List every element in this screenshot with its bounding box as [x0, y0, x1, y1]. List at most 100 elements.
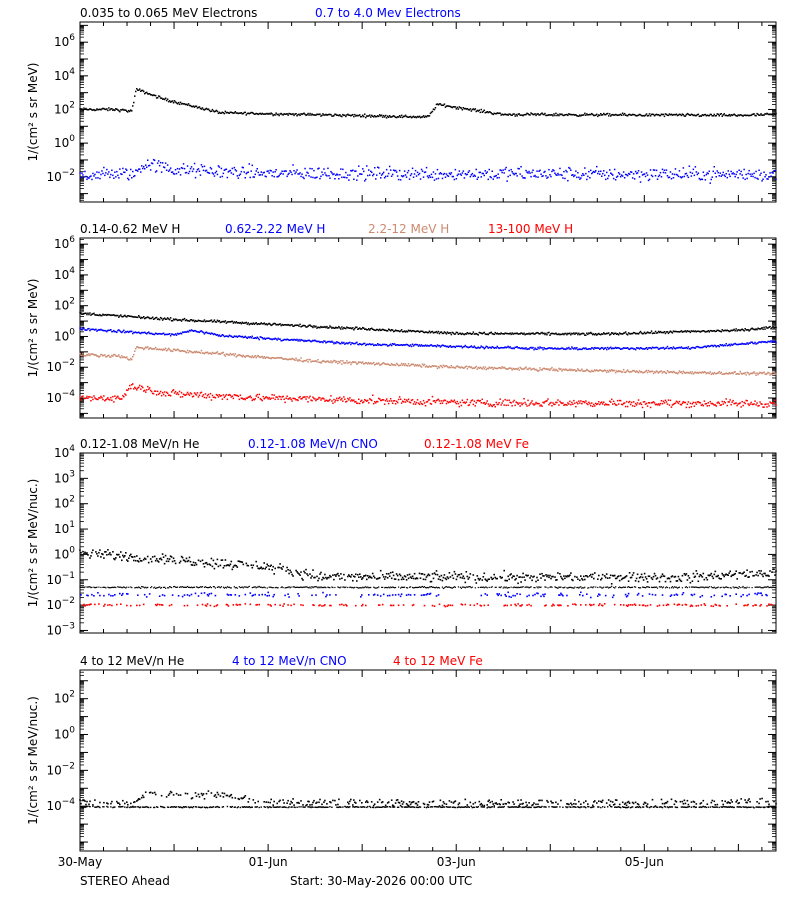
data-point	[332, 173, 334, 176]
data-point	[453, 399, 456, 401]
data-point	[770, 402, 772, 404]
panel-frame	[79, 237, 777, 419]
data-point	[450, 365, 453, 367]
data-point	[117, 314, 119, 317]
data-point	[107, 355, 109, 357]
data-point	[530, 346, 532, 349]
data-point	[261, 337, 263, 339]
data-point	[529, 333, 531, 336]
data-point	[676, 372, 679, 375]
data-point	[292, 164, 294, 166]
data-point	[184, 103, 187, 106]
data-point	[569, 167, 571, 170]
data-point	[676, 114, 679, 117]
data-point	[433, 400, 436, 402]
data-point	[203, 165, 206, 168]
data-point	[699, 346, 702, 349]
data-point	[664, 372, 667, 374]
data-point	[729, 344, 731, 347]
data-point	[140, 347, 142, 349]
data-point	[651, 113, 654, 115]
data-point	[750, 401, 752, 404]
data-point	[88, 108, 90, 111]
data-point	[645, 332, 648, 334]
data-point	[768, 176, 770, 178]
data-point	[167, 318, 170, 320]
data-point	[723, 401, 725, 403]
data-point	[644, 347, 647, 350]
data-point	[354, 170, 356, 172]
data-point	[164, 318, 167, 320]
data-point	[424, 115, 427, 117]
data-point	[658, 331, 661, 334]
data-point	[684, 372, 687, 374]
data-point	[240, 336, 243, 338]
data-point	[236, 175, 239, 177]
data-point	[670, 113, 673, 116]
data-point	[275, 324, 277, 326]
data-point	[528, 348, 530, 350]
data-point	[540, 347, 542, 349]
data-point	[270, 324, 272, 327]
data-point	[208, 332, 211, 334]
data-point	[412, 403, 415, 405]
data-point	[736, 115, 738, 117]
data-point	[153, 348, 156, 350]
data-point	[726, 404, 728, 407]
data-point	[346, 326, 348, 328]
data-point	[632, 369, 635, 372]
data-point	[124, 356, 126, 358]
data-point	[629, 171, 632, 173]
data-point	[603, 348, 605, 350]
data-point	[327, 167, 329, 170]
data-point	[700, 178, 703, 180]
data-point	[642, 371, 645, 374]
data-point	[157, 95, 160, 97]
data-point	[658, 174, 661, 176]
data-point	[225, 322, 228, 324]
data-point	[172, 348, 175, 351]
data-point	[628, 173, 631, 175]
data-point	[620, 333, 623, 335]
data-point	[362, 326, 364, 329]
data-point	[184, 319, 187, 322]
data-point	[125, 109, 127, 111]
data-point	[416, 364, 419, 366]
data-point	[677, 331, 680, 333]
data-point	[634, 402, 637, 405]
data-point	[434, 107, 437, 109]
data-point	[390, 175, 393, 177]
data-point	[387, 345, 390, 347]
data-point	[232, 112, 235, 114]
data-point	[379, 343, 381, 346]
data-point	[86, 108, 88, 111]
data-point	[414, 343, 417, 346]
data-point	[700, 115, 703, 117]
data-point	[588, 114, 590, 116]
data-point	[235, 394, 238, 397]
data-point	[467, 404, 470, 407]
data-point	[424, 331, 427, 333]
data-point	[601, 114, 603, 116]
data-point	[229, 321, 232, 323]
data-point	[473, 400, 476, 402]
data-point	[343, 362, 345, 364]
data-point	[384, 344, 387, 346]
data-point	[217, 112, 220, 115]
data-point	[730, 372, 732, 374]
series-1	[79, 311, 777, 336]
data-point	[672, 370, 675, 373]
data-point	[588, 348, 590, 350]
data-point	[469, 108, 472, 110]
data-point	[701, 330, 704, 332]
data-point	[497, 173, 499, 175]
data-point	[551, 170, 553, 173]
data-point	[336, 360, 338, 363]
data-point	[720, 344, 722, 347]
data-point	[522, 177, 524, 179]
data-point	[371, 343, 373, 346]
data-point	[515, 401, 517, 403]
data-point	[286, 113, 288, 115]
data-point	[753, 113, 755, 115]
data-point	[516, 402, 518, 404]
